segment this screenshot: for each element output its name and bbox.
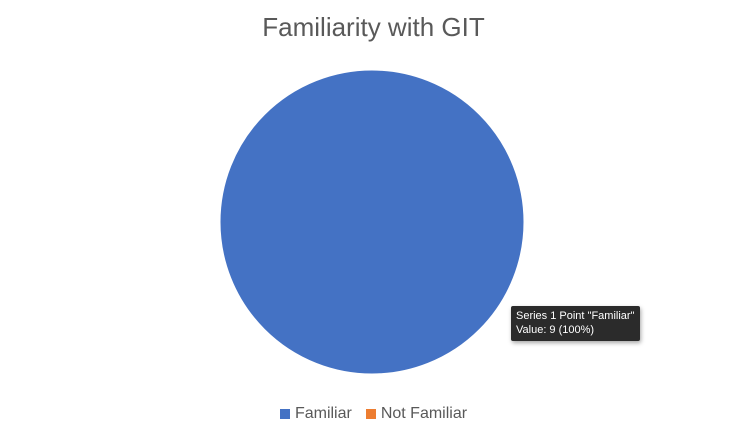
legend-swatch-not-familiar <box>365 409 376 419</box>
chart-legend: Familiar Not Familiar <box>0 403 747 425</box>
legend-item-familiar[interactable]: Familiar <box>279 403 352 425</box>
data-point-tooltip: Series 1 Point "Familiar" Value: 9 (100%… <box>511 306 641 341</box>
pie-slice-familiar[interactable] <box>219 69 525 375</box>
legend-item-not-familiar[interactable]: Not Familiar <box>365 403 468 425</box>
chart-title: Familiarity with GIT <box>262 12 485 42</box>
legend-label-not-familiar: Not Familiar <box>380 405 468 422</box>
tooltip-value: Value: 9 (100%) <box>516 324 595 336</box>
legend-label-familiar: Familiar <box>294 405 352 422</box>
legend-swatch-familiar <box>279 409 290 419</box>
tooltip-series-point: Series 1 Point "Familiar" <box>516 310 635 322</box>
